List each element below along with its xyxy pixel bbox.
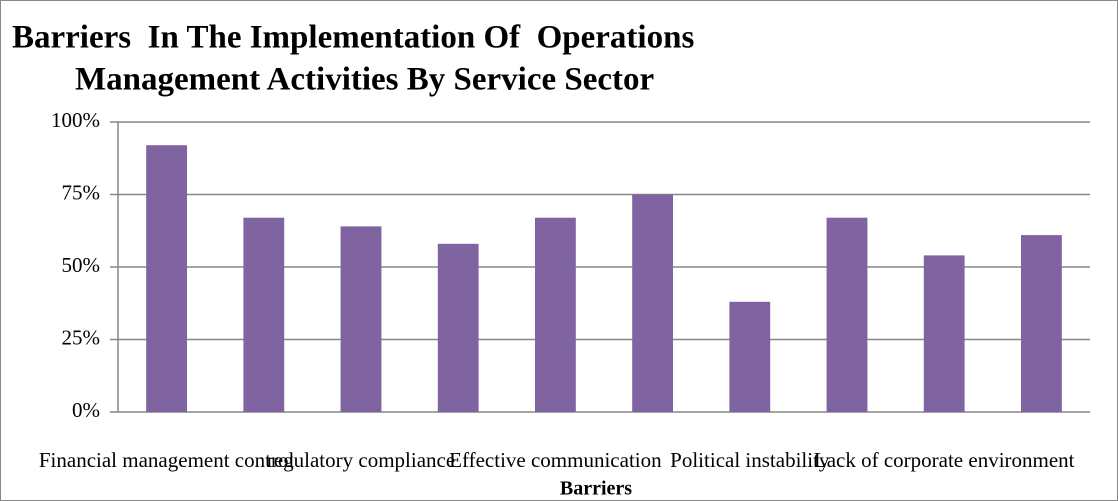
bar (1020, 235, 1062, 412)
y-tick-label: 0% (72, 398, 100, 422)
y-tick-label: 25% (62, 325, 101, 349)
x-tick-label: Effective communication (449, 448, 662, 472)
bar (243, 217, 285, 412)
bar (146, 145, 188, 412)
bar (826, 217, 868, 412)
bar (437, 243, 479, 412)
y-tick-label: 100% (51, 108, 100, 132)
y-tick-label: 75% (62, 180, 101, 204)
x-tick-label: Financial management control (39, 448, 295, 472)
x-axis-title: Barriers (560, 478, 632, 500)
bar (632, 194, 674, 412)
x-tick-label: regulatory compliance (267, 448, 455, 472)
bar (729, 301, 771, 412)
x-tick-label: Lack of corporate environment (814, 448, 1075, 472)
x-tick-label: Political instability (670, 448, 830, 472)
bar (340, 226, 382, 412)
y-tick-label: 50% (62, 253, 101, 277)
bar (534, 217, 576, 412)
bar (923, 255, 965, 412)
chart-title: Management Activities By Service Sector (75, 62, 654, 98)
chart-title: Barriers In The Implementation Of Operat… (12, 20, 694, 56)
